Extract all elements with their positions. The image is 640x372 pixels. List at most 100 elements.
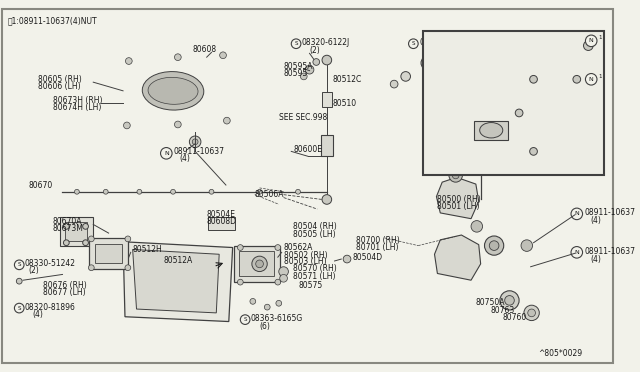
Bar	[207, 217, 235, 230]
Polygon shape	[458, 71, 536, 174]
Text: (2): (2)	[29, 266, 40, 275]
Text: 80701 (LH): 80701 (LH)	[431, 64, 473, 73]
Circle shape	[125, 265, 131, 270]
Text: 1: 1	[598, 35, 602, 41]
Text: 80571 (LH): 80571 (LH)	[450, 152, 492, 161]
Text: 80512H: 80512H	[132, 245, 163, 254]
Polygon shape	[123, 242, 232, 321]
Circle shape	[401, 71, 410, 81]
Circle shape	[237, 279, 243, 285]
Text: 80760: 80760	[503, 313, 527, 322]
Text: 80606 (LH): 80606 (LH)	[38, 81, 81, 90]
Text: 80600E: 80600E	[293, 145, 322, 154]
Bar	[474, 121, 508, 140]
Circle shape	[256, 260, 264, 268]
Text: S: S	[243, 317, 247, 322]
Bar	[90, 238, 128, 269]
Text: N: N	[164, 151, 169, 156]
Text: 08330-51242: 08330-51242	[25, 259, 76, 268]
Bar	[234, 246, 280, 282]
Circle shape	[300, 73, 307, 80]
Circle shape	[171, 189, 175, 194]
Circle shape	[15, 260, 24, 270]
Text: 80608D: 80608D	[207, 217, 237, 226]
Text: 80512A: 80512A	[163, 256, 193, 266]
Circle shape	[571, 208, 582, 219]
Text: 1: 1	[598, 74, 602, 79]
Text: 80605 (RH): 80605 (RH)	[38, 75, 82, 84]
Ellipse shape	[480, 122, 503, 138]
Text: (4): (4)	[590, 216, 601, 225]
Circle shape	[223, 117, 230, 124]
Circle shape	[505, 296, 515, 305]
Circle shape	[63, 240, 69, 246]
Circle shape	[17, 278, 22, 284]
Text: 80506A: 80506A	[255, 190, 284, 199]
Ellipse shape	[142, 71, 204, 110]
Circle shape	[241, 315, 250, 324]
Text: 80700 (RH): 80700 (RH)	[431, 58, 474, 67]
Polygon shape	[435, 235, 481, 280]
Text: 80570 (RH): 80570 (RH)	[293, 264, 337, 273]
Text: 80504 (RH): 80504 (RH)	[293, 222, 337, 231]
Circle shape	[291, 39, 301, 48]
Text: 80677 (LH): 80677 (LH)	[44, 288, 86, 297]
Text: S: S	[412, 41, 415, 46]
Text: 80750A: 80750A	[476, 298, 506, 307]
Text: N: N	[575, 211, 579, 217]
Circle shape	[220, 52, 227, 59]
Circle shape	[528, 309, 536, 317]
Circle shape	[280, 275, 287, 282]
Circle shape	[322, 55, 332, 65]
Text: 80501 (LH): 80501 (LH)	[437, 202, 480, 211]
Circle shape	[125, 58, 132, 64]
Circle shape	[275, 279, 281, 285]
Polygon shape	[132, 250, 219, 313]
Polygon shape	[436, 177, 479, 219]
Circle shape	[15, 303, 24, 313]
Text: S: S	[17, 305, 21, 311]
Text: S: S	[17, 262, 21, 267]
Text: 08310-6142B: 08310-6142B	[419, 38, 470, 47]
Text: (6): (6)	[427, 46, 438, 55]
Circle shape	[275, 245, 281, 250]
Text: 08911-10637: 08911-10637	[584, 247, 636, 256]
Text: 80595A: 80595A	[284, 62, 313, 71]
Text: ^805*0029: ^805*0029	[538, 349, 582, 358]
Circle shape	[175, 121, 181, 128]
Circle shape	[63, 224, 69, 229]
Circle shape	[571, 247, 582, 258]
Text: 08911-10637: 08911-10637	[584, 208, 636, 217]
Text: 80562A: 80562A	[284, 243, 313, 252]
Bar	[95, 244, 122, 263]
Text: (4): (4)	[590, 254, 601, 263]
Text: 80512C: 80512C	[333, 75, 362, 84]
Circle shape	[189, 136, 201, 148]
Circle shape	[573, 76, 580, 83]
Circle shape	[88, 265, 94, 270]
Circle shape	[586, 35, 597, 46]
Text: 80502 (RH): 80502 (RH)	[284, 251, 327, 260]
Circle shape	[192, 139, 198, 145]
Circle shape	[103, 189, 108, 194]
Text: 80608: 80608	[192, 45, 216, 54]
Text: 80505 (LH): 80505 (LH)	[293, 230, 336, 238]
Circle shape	[515, 109, 523, 117]
Text: 08320-81896: 08320-81896	[25, 303, 76, 312]
Circle shape	[343, 255, 351, 263]
Bar	[60, 217, 93, 246]
Circle shape	[296, 189, 300, 194]
Bar	[322, 92, 332, 107]
Circle shape	[137, 189, 142, 194]
Circle shape	[252, 256, 268, 272]
Text: 80571 (LH): 80571 (LH)	[293, 272, 336, 281]
Text: 08911-10637: 08911-10637	[174, 147, 225, 156]
Circle shape	[88, 236, 94, 242]
Text: (4): (4)	[180, 154, 191, 163]
Circle shape	[305, 65, 314, 74]
Bar	[321, 135, 333, 156]
Circle shape	[530, 76, 538, 83]
Text: N: N	[589, 38, 593, 44]
Text: (6): (6)	[260, 322, 271, 331]
Text: 80595: 80595	[284, 69, 308, 78]
